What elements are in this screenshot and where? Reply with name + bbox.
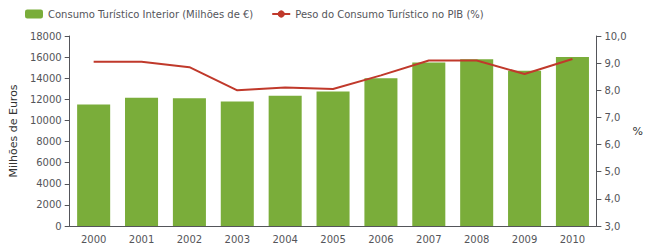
svg-text:4000: 4000 bbox=[36, 178, 61, 189]
svg-text:2006: 2006 bbox=[368, 234, 393, 245]
svg-text:8000: 8000 bbox=[36, 136, 61, 147]
svg-text:2007: 2007 bbox=[416, 234, 441, 245]
svg-text:Milhões de Euros: Milhões de Euros bbox=[7, 84, 20, 177]
svg-text:0: 0 bbox=[55, 221, 61, 232]
svg-text:2004: 2004 bbox=[272, 234, 297, 245]
svg-text:18000: 18000 bbox=[30, 31, 62, 42]
svg-text:9,0: 9,0 bbox=[604, 58, 620, 69]
svg-text:2000: 2000 bbox=[81, 234, 106, 245]
svg-text:3,0: 3,0 bbox=[604, 221, 620, 232]
svg-text:4,0: 4,0 bbox=[604, 193, 620, 204]
svg-text:16000: 16000 bbox=[30, 52, 62, 63]
svg-text:2010: 2010 bbox=[560, 234, 585, 245]
svg-text:%: % bbox=[633, 125, 643, 138]
svg-text:6000: 6000 bbox=[36, 157, 61, 168]
svg-text:8,0: 8,0 bbox=[604, 85, 620, 96]
svg-text:2008: 2008 bbox=[464, 234, 489, 245]
svg-text:2002: 2002 bbox=[177, 234, 202, 245]
svg-text:Peso do Consumo Turístico no P: Peso do Consumo Turístico no PIB (%) bbox=[295, 9, 484, 20]
svg-text:6,0: 6,0 bbox=[604, 139, 620, 150]
svg-text:5,0: 5,0 bbox=[604, 166, 620, 177]
svg-text:14000: 14000 bbox=[30, 73, 62, 84]
svg-text:2009: 2009 bbox=[512, 234, 537, 245]
svg-text:10000: 10000 bbox=[30, 115, 62, 126]
svg-text:2003: 2003 bbox=[225, 234, 250, 245]
svg-text:Consumo Turístico Interior (Mi: Consumo Turístico Interior (Milhões de €… bbox=[48, 9, 253, 20]
svg-text:2001: 2001 bbox=[129, 234, 154, 245]
svg-text:2000: 2000 bbox=[36, 199, 61, 210]
svg-text:12000: 12000 bbox=[30, 94, 62, 105]
svg-text:10,0: 10,0 bbox=[604, 31, 626, 42]
svg-text:7,0: 7,0 bbox=[604, 112, 620, 123]
svg-text:2005: 2005 bbox=[320, 234, 345, 245]
